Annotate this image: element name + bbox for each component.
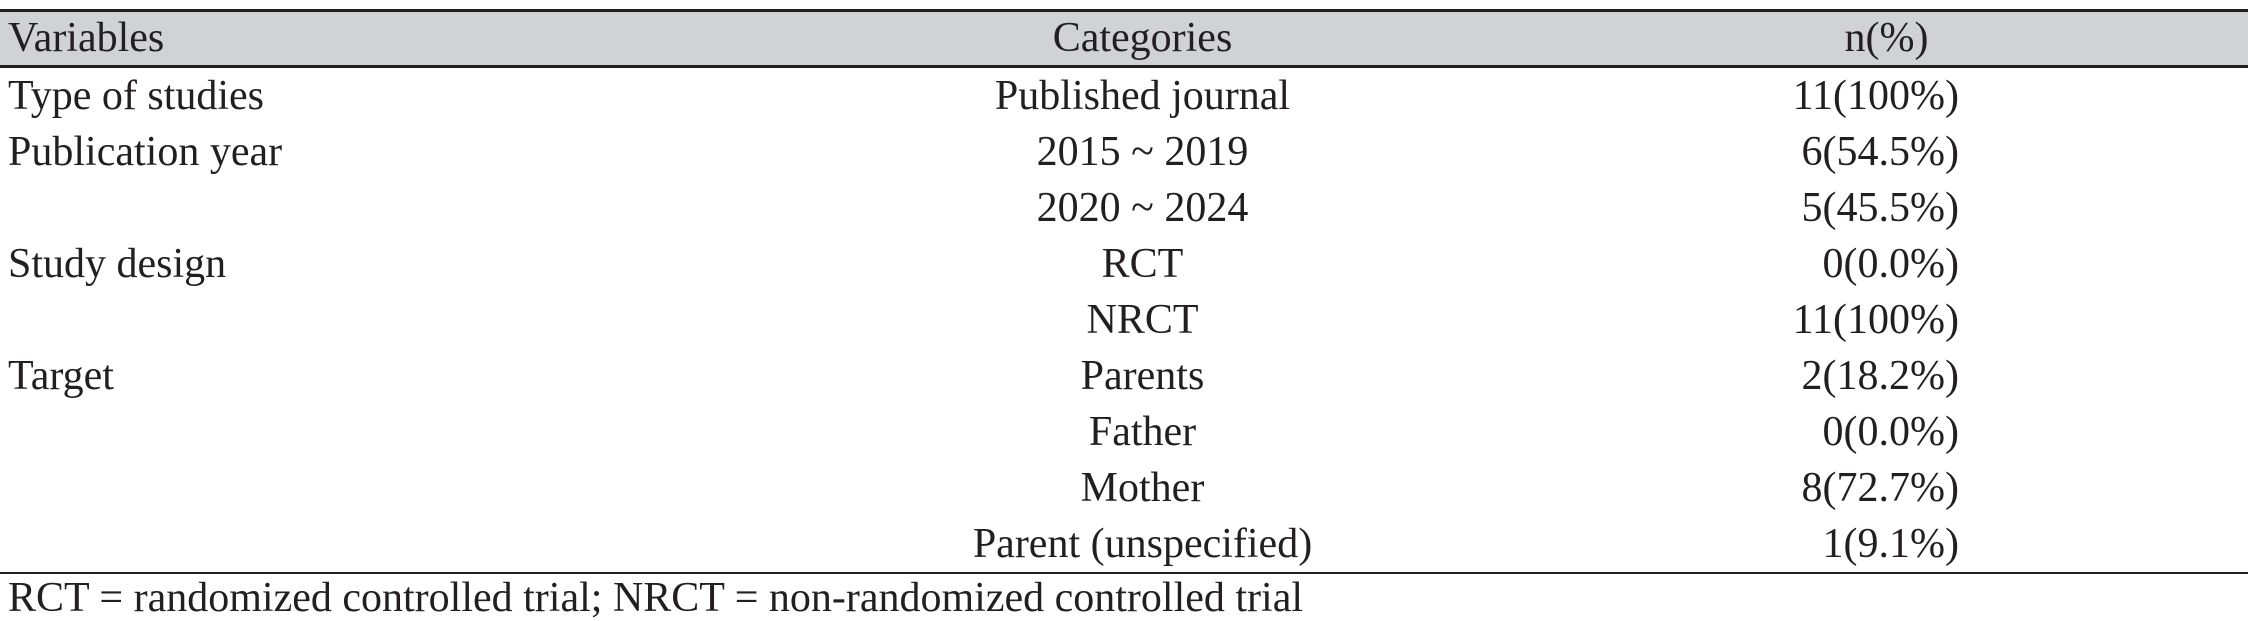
row-variable [0,180,760,236]
row-category: Parents [1080,353,1205,399]
row-category: Parent (unspecified) [760,516,1525,574]
row-variable: Target [8,353,114,399]
table-row: NRCT 11(100%) [0,292,2248,348]
table-footnote: RCT = randomized controlled trial; NRCT … [8,575,1304,621]
table-row: Father 0(0.0%) [0,404,2248,460]
table-row: Publication year 2015 ~ 2019 6(54.5%) [0,124,2248,180]
row-variable: Study design [8,241,227,287]
table-row: Mother 8(72.7%) [0,460,2248,516]
row-n-percent: 0(0.0%) [1822,409,1959,455]
row-variable [0,292,760,348]
row-variable [0,516,760,574]
row-variable: Type of studies [8,73,265,119]
row-n-percent: 8(72.7%) [1801,465,1959,511]
row-n-percent: 11(100%) [1792,73,1959,119]
table-row: Type of studies Published journal 11(100… [0,67,2248,125]
row-n-percent: 0(0.0%) [1822,241,1959,287]
summary-table-container: Variables Categories n(%) Type of studie… [0,9,2248,574]
header-row: Variables Categories n(%) [0,9,2248,68]
row-category: Father [1088,409,1197,455]
row-category: Mother [1080,465,1205,511]
row-n-percent: 5(45.5%) [1801,185,1959,231]
study-characteristics-table: Variables Categories n(%) Type of studie… [0,9,2248,574]
header-variables: Variables [0,9,760,68]
row-variable: Publication year [8,129,283,175]
table-row: Study design RCT 0(0.0%) [0,236,2248,292]
row-n-percent: 1(9.1%) [1525,516,2248,574]
table-body: Type of studies Published journal 11(100… [0,67,2248,574]
row-category: 2020 ~ 2024 [1036,185,1249,231]
row-variable [0,460,760,516]
row-category: NRCT [1086,297,1199,343]
table-header: Variables Categories n(%) [0,9,2248,68]
row-n-percent: 11(100%) [1792,297,1959,343]
header-categories: Categories [760,9,1525,68]
table-row: Target Parents 2(18.2%) [0,348,2248,404]
table-row: Parent (unspecified) 1(9.1%) [0,516,2248,574]
row-category: RCT [1101,241,1184,287]
row-variable [0,404,760,460]
header-n-percent: n(%) [1525,9,2248,68]
row-category: Published journal [994,73,1291,119]
row-n-percent: 6(54.5%) [1801,129,1959,175]
row-n-percent: 2(18.2%) [1801,353,1959,399]
row-category: 2015 ~ 2019 [1036,129,1249,175]
table-row: 2020 ~ 2024 5(45.5%) [0,180,2248,236]
